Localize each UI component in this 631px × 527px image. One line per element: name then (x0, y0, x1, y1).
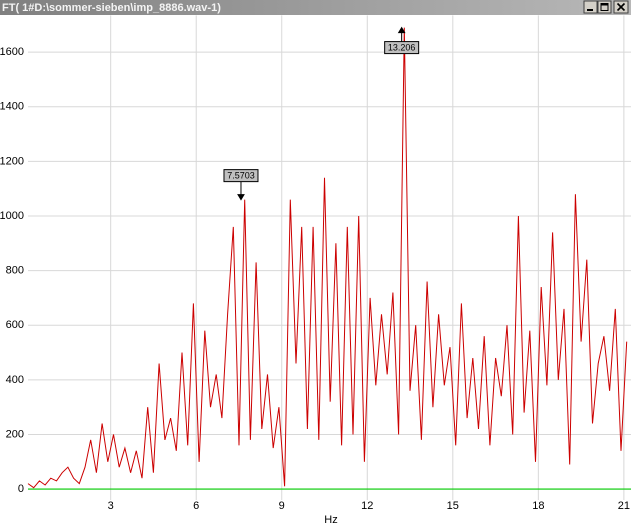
x-tick-label: 15 (447, 500, 459, 512)
y-tick-label: 600 (6, 319, 24, 331)
annotation-arrow (237, 181, 245, 201)
y-tick-label: 1000 (0, 210, 24, 222)
y-tick-label: 1200 (0, 155, 24, 167)
annotation-label: 7.5703 (227, 171, 255, 181)
minimize-button[interactable] (583, 0, 598, 14)
x-tick-label: 18 (532, 500, 544, 512)
y-tick-label: 200 (6, 428, 24, 440)
x-axis-label: Hz (324, 514, 337, 526)
annotation-box (384, 41, 420, 55)
x-tick-label: 21 (618, 500, 630, 512)
close-button[interactable] (613, 0, 629, 14)
x-tick-label: 6 (193, 500, 199, 512)
y-tick-label: 800 (6, 265, 24, 277)
y-tick-label: 0 (18, 483, 24, 495)
x-tick-label: 3 (108, 500, 114, 512)
maximize-button[interactable] (597, 0, 612, 14)
y-tick-label: 400 (6, 374, 24, 386)
annotation-arrow (397, 26, 406, 42)
annotation-label: 13.206 (388, 42, 416, 52)
spectrum-line (27, 27, 628, 489)
window-title: FT( 1#D:\sommer-sieben\imp_8886.wav-1) (2, 2, 221, 14)
annotation-box (223, 169, 259, 183)
x-tick-label: 9 (279, 500, 285, 512)
y-tick-label: 1400 (0, 101, 24, 113)
x-tick-label: 12 (361, 500, 373, 512)
title-bar (0, 0, 631, 15)
y-tick-label: 1600 (0, 46, 24, 58)
